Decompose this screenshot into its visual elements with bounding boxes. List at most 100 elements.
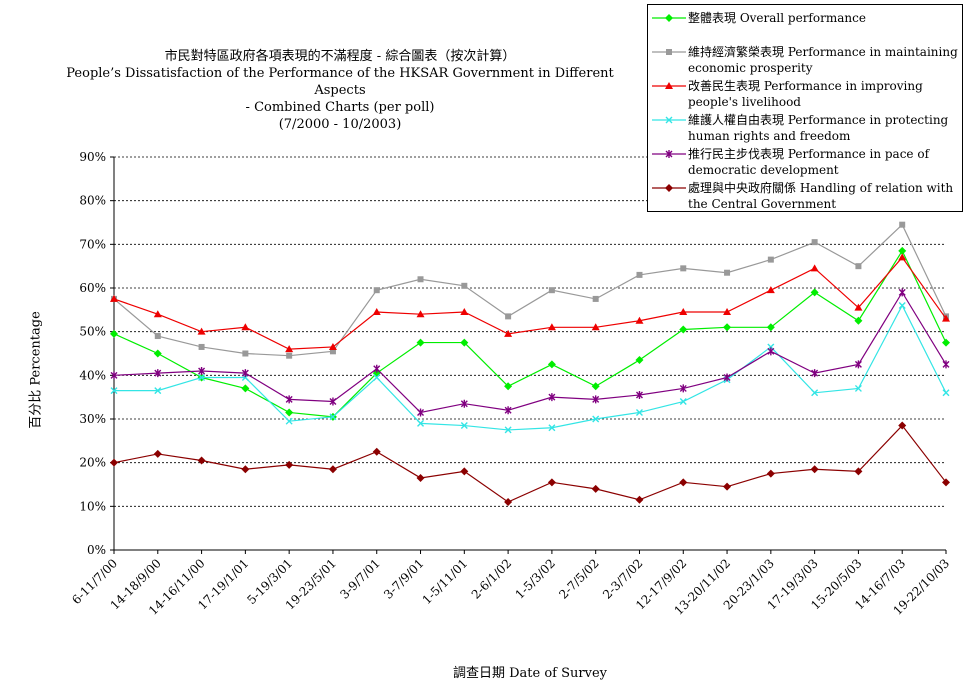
x-tick-label: 3-7/9/01 <box>381 556 426 601</box>
data-point <box>241 369 249 378</box>
data-point <box>504 426 512 434</box>
data-point <box>810 465 819 474</box>
data-point <box>899 221 906 228</box>
data-point <box>679 478 688 487</box>
data-point <box>416 310 425 318</box>
data-point <box>198 343 205 350</box>
data-point <box>636 271 643 278</box>
data-point <box>942 360 950 369</box>
data-point <box>723 482 732 491</box>
data-point <box>723 373 731 382</box>
data-point <box>197 456 206 465</box>
chart-title-line-4: (7/2000 - 10/2003) <box>278 117 402 132</box>
data-point <box>811 239 818 246</box>
data-point <box>242 350 249 357</box>
data-point <box>329 413 337 421</box>
data-point <box>635 316 644 324</box>
chart-title: 市民對特區政府各項表現的不滿程度 - 綜合圖表（按次計算） People’s D… <box>40 48 640 133</box>
x-tick-labels: 6-11/7/0014-18/9/0014-16/11/0017-19/1/01… <box>69 556 952 618</box>
data-point <box>854 316 863 325</box>
data-point <box>110 387 118 395</box>
series-line-overall <box>113 249 947 418</box>
chart-title-line-1: 市民對特區政府各項表現的不滿程度 - 綜合圖表（按次計算） <box>164 49 516 64</box>
data-point <box>241 384 250 393</box>
data-point <box>198 366 206 375</box>
data-point <box>679 384 687 393</box>
data-point <box>942 389 950 397</box>
data-point <box>766 323 775 332</box>
y-tick-label: 40% <box>79 368 106 382</box>
data-point <box>416 473 425 482</box>
data-point <box>942 314 950 322</box>
data-point <box>461 282 468 289</box>
x-tick-label: 1-5/3/02 <box>513 556 558 601</box>
legend-item-democracy: 推行民主步伐表現 Performance in pace of democrat… <box>648 146 962 180</box>
series-economy <box>111 221 949 359</box>
data-point <box>855 263 862 270</box>
y-tick-label: 80% <box>79 194 106 208</box>
data-point <box>854 384 862 392</box>
data-point <box>285 345 294 353</box>
data-point <box>547 478 556 487</box>
chart-title-line-3: - Combined Charts (per poll) <box>245 100 435 115</box>
data-point <box>854 467 863 476</box>
legend-label-livelihood: 改善民生表現 Performance in improving people's… <box>688 79 923 109</box>
data-point <box>724 269 731 276</box>
legend: 整體表現 Overall performance 維持經濟繁榮表現 Perfor… <box>647 4 963 212</box>
data-point <box>328 465 337 474</box>
data-point <box>767 256 774 263</box>
data-point <box>723 323 732 332</box>
data-point <box>810 264 819 272</box>
data-point <box>592 395 600 404</box>
series-line-democracy <box>113 291 947 414</box>
data-point <box>898 253 907 261</box>
data-point <box>679 325 688 334</box>
x-tick-label: 2-6/1/02 <box>469 556 514 601</box>
data-point <box>766 286 775 294</box>
legend-marker-democracy <box>652 150 686 158</box>
data-point <box>417 276 424 283</box>
data-point <box>460 467 469 476</box>
data-point <box>767 347 775 356</box>
data-point <box>504 497 513 506</box>
data-point <box>417 408 425 417</box>
data-point <box>723 308 732 316</box>
data-point <box>591 484 600 493</box>
data-point <box>766 469 775 478</box>
y-tick-label: 30% <box>79 412 106 426</box>
x-tick-label: 3-9/7/01 <box>337 556 382 601</box>
series-human-rights <box>110 301 950 434</box>
data-point <box>898 288 906 297</box>
data-point <box>898 246 907 255</box>
data-point <box>241 323 250 331</box>
legend-marker-overall <box>652 14 686 22</box>
data-point <box>154 333 161 340</box>
data-point <box>110 458 118 467</box>
data-point <box>373 287 380 294</box>
data-point <box>460 422 468 430</box>
series-livelihood <box>110 253 950 353</box>
data-point <box>504 382 513 391</box>
data-point <box>373 364 381 373</box>
data-point <box>153 449 162 458</box>
data-point <box>285 408 294 417</box>
series-overall <box>110 246 950 421</box>
data-point <box>286 352 293 359</box>
data-point <box>417 419 425 427</box>
data-point <box>548 287 555 294</box>
y-tick-label: 70% <box>79 237 106 251</box>
legend-item-economy: 維持經濟繁榮表現 Performance in maintaining econ… <box>648 44 962 78</box>
data-point <box>153 349 162 358</box>
data-point <box>372 308 381 316</box>
data-point <box>329 397 337 406</box>
data-point <box>198 374 206 382</box>
data-point <box>110 294 118 302</box>
data-point <box>635 408 643 416</box>
data-point <box>153 310 162 318</box>
legend-marker-human-rights <box>652 116 686 124</box>
data-point <box>416 338 425 347</box>
data-point <box>504 406 512 415</box>
axes <box>110 156 947 554</box>
data-point <box>505 313 512 320</box>
data-point <box>898 421 907 430</box>
